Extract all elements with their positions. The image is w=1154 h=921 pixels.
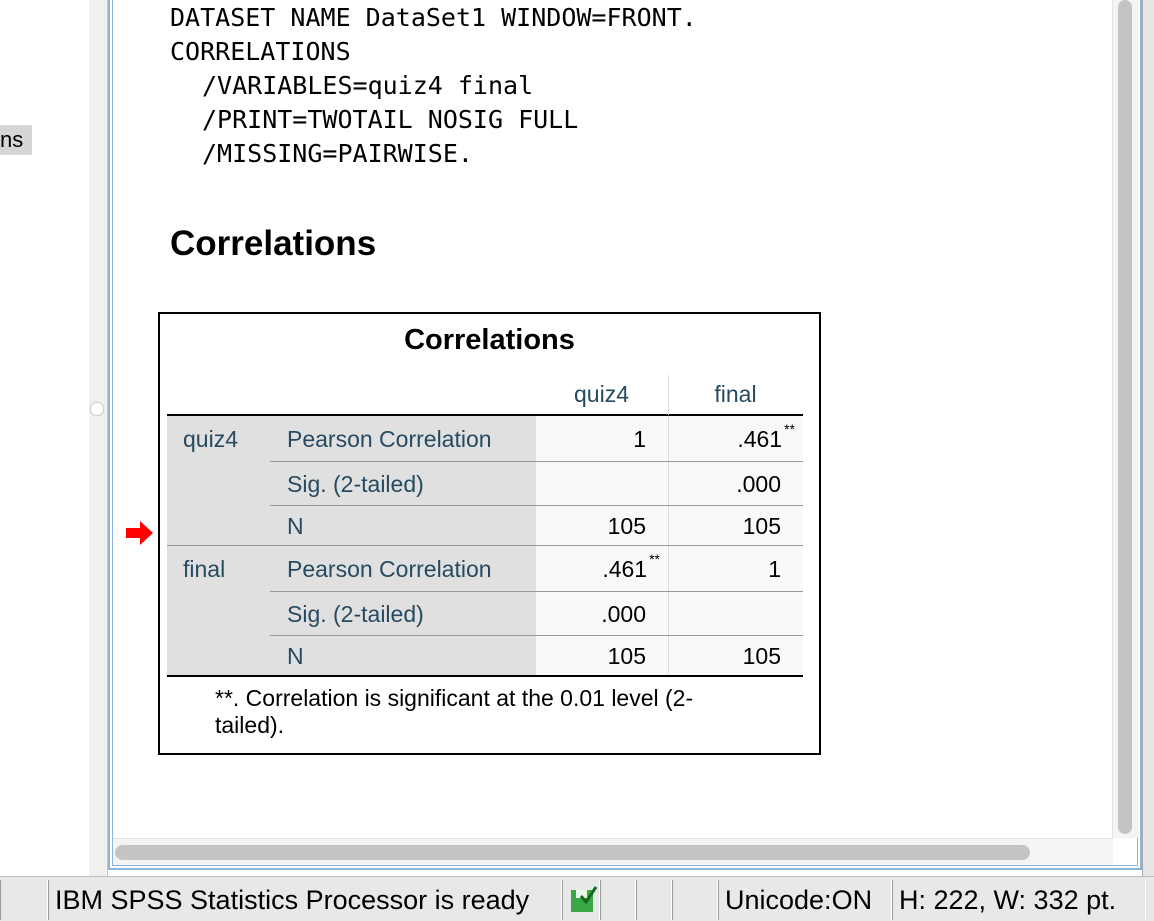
status-encoding: Unicode:ON [718, 880, 892, 920]
column-header: final [714, 380, 757, 407]
row-rule [270, 505, 803, 506]
value-cell: .000 [535, 592, 668, 636]
cell-value: .461 [602, 555, 648, 582]
status-cell [600, 880, 636, 920]
cell-value: 105 [742, 642, 781, 669]
significance-marker: ** [784, 421, 795, 437]
value-cell: 105 [535, 506, 668, 546]
table-title: Correlations [404, 324, 575, 356]
row-group-bg [167, 546, 535, 676]
cell-value: 1 [633, 425, 646, 452]
value-cell: .000 [668, 462, 803, 506]
splitter-handle[interactable] [90, 402, 104, 416]
arrow-shape [126, 521, 153, 545]
right-edge [1142, 0, 1154, 876]
value-cell [668, 592, 803, 636]
cell-value: .461 [737, 425, 783, 452]
row-group-label: final [183, 555, 226, 582]
disk-label [576, 890, 587, 898]
cell-value: .000 [601, 600, 646, 627]
row-rule [270, 635, 803, 636]
cell-value: 105 [607, 512, 646, 539]
value-cell: 1 [668, 546, 803, 592]
column-header: quiz4 [574, 380, 629, 407]
syntax-line: /VARIABLES=quiz4 final [202, 71, 534, 100]
value-cell: 105 [668, 506, 803, 546]
status-cell [636, 880, 672, 920]
row-rule [270, 591, 803, 592]
save-icon [571, 886, 597, 912]
row-rule [167, 675, 803, 677]
current-item-arrow [126, 521, 153, 545]
outline-item[interactable]: ns [0, 125, 32, 155]
cell-value: .000 [736, 470, 781, 497]
stat-label: N [287, 512, 304, 539]
table-footnote: **. Correlation is significant at the 0.… [215, 685, 694, 738]
value-cell: .461 ** [535, 546, 668, 592]
cell-value: 1 [768, 555, 781, 582]
stat-label: Pearson Correlation [287, 425, 492, 452]
stat-label: Pearson Correlation [287, 555, 492, 582]
value-cell [535, 462, 668, 506]
syntax-line: /PRINT=TWOTAIL NOSIG FULL [202, 105, 579, 134]
status-size: H: 222, W: 332 pt. [892, 880, 1146, 920]
status-message: IBM SPSS Statistics Processor is ready [48, 880, 562, 920]
row-group-bg [167, 416, 535, 546]
syntax-line: DATASET NAME DataSet1 WINDOW=FRONT. [170, 3, 697, 32]
header-divider [668, 375, 669, 415]
content-frame [108, 0, 1142, 870]
syntax-line: /MISSING=PAIRWISE. [202, 139, 473, 168]
cell-value: 105 [742, 512, 781, 539]
header-rule [167, 414, 803, 416]
value-cell: 105 [535, 636, 668, 676]
horizontal-scroll-thumb[interactable] [115, 845, 1030, 860]
splitter[interactable] [89, 0, 108, 876]
row-rule [270, 461, 803, 462]
row-group-label: quiz4 [183, 425, 238, 452]
significance-marker: ** [649, 551, 660, 567]
output-heading: Correlations [170, 224, 377, 263]
stat-label: Sig. (2-tailed) [287, 470, 424, 497]
status-icon-cell [562, 880, 600, 920]
syntax-line: CORRELATIONS [170, 37, 351, 66]
cell-value: 105 [607, 642, 646, 669]
value-cell: 105 [668, 636, 803, 676]
status-cell [672, 880, 718, 920]
stat-label: Sig. (2-tailed) [287, 600, 424, 627]
value-cell: .461 ** [668, 416, 803, 462]
check [579, 886, 597, 905]
status-cell [0, 880, 48, 920]
value-cell: 1 [535, 416, 668, 462]
stat-label: N [287, 642, 304, 669]
vertical-scroll-thumb[interactable] [1118, 0, 1132, 834]
